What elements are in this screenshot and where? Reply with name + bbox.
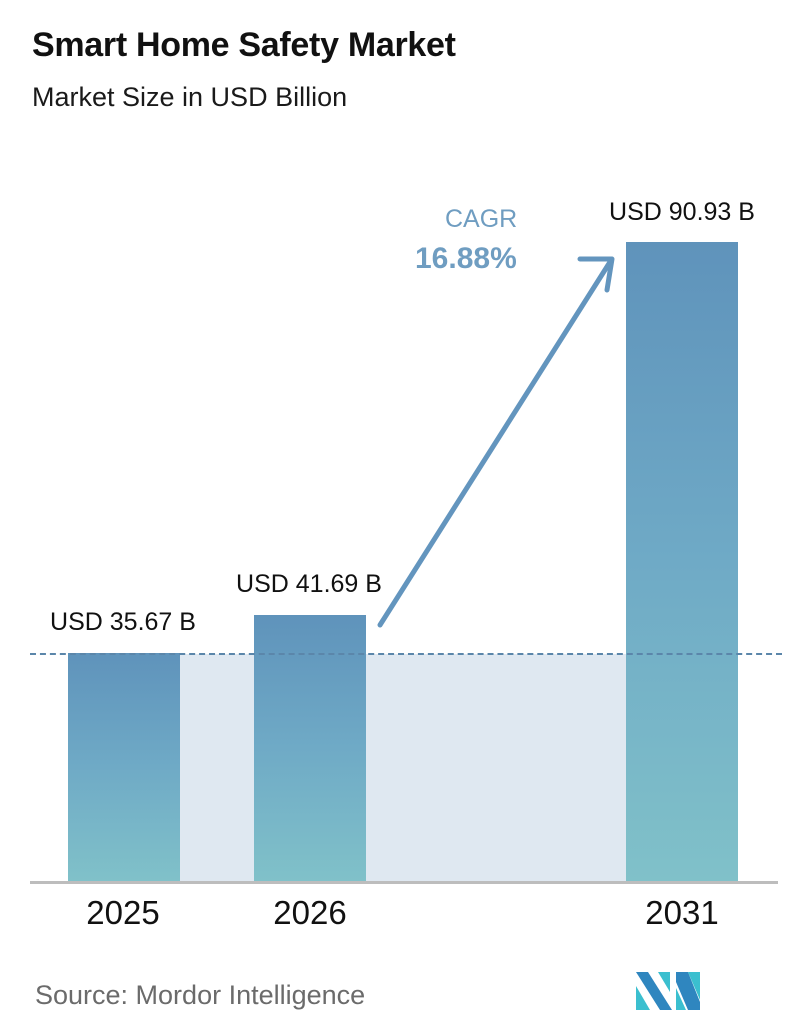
x-label-2026: 2026 bbox=[273, 894, 347, 931]
chart-title: Smart Home Safety Market bbox=[32, 26, 456, 64]
x-label-2031: 2031 bbox=[645, 894, 719, 931]
cagr-value: 16.88% bbox=[415, 242, 517, 275]
mordor-intelligence-logo-icon bbox=[636, 972, 700, 1010]
reference-dashed-line bbox=[30, 653, 782, 655]
value-label-2025: USD 35.67 B bbox=[50, 608, 196, 636]
x-label-2025: 2025 bbox=[86, 894, 160, 931]
value-label-2026: USD 41.69 B bbox=[236, 570, 382, 598]
bar-2026 bbox=[254, 615, 366, 881]
source-text: Source: Mordor Intelligence bbox=[35, 980, 366, 1010]
value-label-2031: USD 90.93 B bbox=[609, 198, 755, 226]
cagr-label: CAGR bbox=[445, 205, 518, 233]
bar-2025 bbox=[68, 653, 180, 881]
chart-subtitle: Market Size in USD Billion bbox=[32, 82, 348, 112]
bar-2031 bbox=[626, 242, 738, 881]
x-axis-line bbox=[30, 881, 778, 884]
